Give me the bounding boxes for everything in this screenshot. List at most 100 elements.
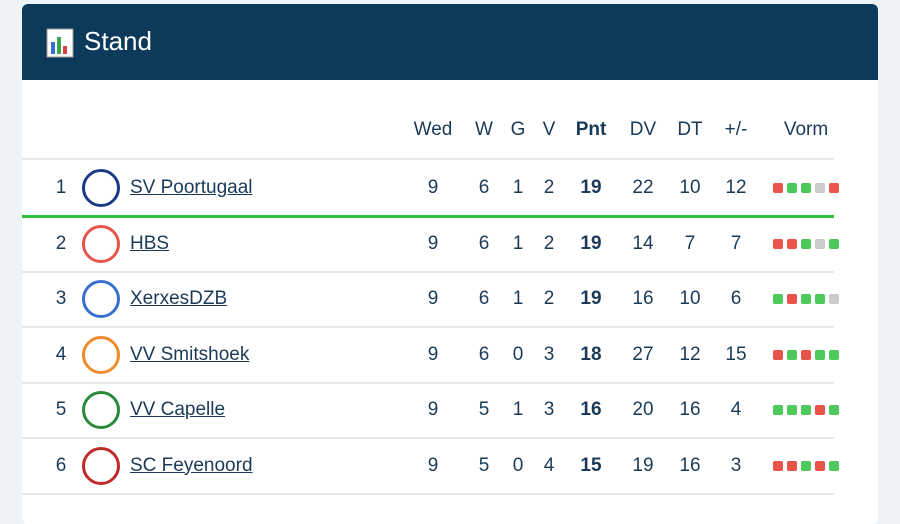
card-header: Stand bbox=[22, 4, 878, 80]
chart-icon bbox=[46, 28, 74, 58]
form-dot bbox=[815, 460, 825, 471]
column-header: Vorm bbox=[783, 119, 829, 140]
stat: 3 bbox=[543, 399, 555, 420]
stat: 0 bbox=[512, 454, 524, 476]
stat: 5 bbox=[478, 399, 490, 420]
form-dot bbox=[801, 238, 811, 249]
form-dot bbox=[787, 238, 797, 249]
stat: 12 bbox=[725, 177, 747, 198]
stat: 6 bbox=[478, 232, 490, 254]
form-dot bbox=[815, 349, 825, 360]
rank: 3 bbox=[55, 288, 67, 309]
form-dot bbox=[773, 460, 783, 471]
form-dot bbox=[787, 349, 797, 360]
form-dot bbox=[829, 183, 839, 193]
stat: 9 bbox=[427, 399, 439, 420]
form-dot bbox=[787, 294, 797, 304]
stat: 0 bbox=[512, 343, 524, 365]
team-link[interactable]: XerxesDZB bbox=[130, 288, 228, 309]
form-dot bbox=[815, 294, 825, 304]
team-link[interactable]: SC Feyenoord bbox=[130, 454, 253, 476]
stat: 4 bbox=[730, 399, 742, 420]
stat: 4 bbox=[543, 454, 555, 476]
stat: 19 bbox=[580, 288, 602, 309]
form-dot bbox=[815, 238, 825, 249]
stat: 18 bbox=[580, 343, 602, 365]
stat: 16 bbox=[679, 454, 701, 476]
team-logo bbox=[82, 335, 120, 374]
stat: 6 bbox=[478, 343, 490, 365]
stat: 16 bbox=[632, 288, 654, 309]
stat: 9 bbox=[427, 288, 439, 309]
form-dot bbox=[801, 294, 811, 304]
rank: 4 bbox=[55, 343, 67, 365]
team-logo bbox=[82, 169, 120, 207]
team-link[interactable]: VV Capelle bbox=[130, 399, 226, 420]
card-title: Stand bbox=[84, 26, 152, 56]
team-link[interactable]: VV Smitshoek bbox=[130, 343, 250, 365]
column-header: DV bbox=[629, 119, 657, 140]
team-logo bbox=[82, 446, 120, 485]
stat: 10 bbox=[679, 288, 701, 309]
row-divider bbox=[22, 381, 834, 384]
stat: 16 bbox=[679, 399, 701, 420]
stat: 7 bbox=[730, 232, 742, 254]
team-link[interactable]: HBS bbox=[130, 232, 170, 254]
column-header: V bbox=[542, 119, 556, 140]
team-logo bbox=[82, 280, 120, 318]
stat: 7 bbox=[684, 232, 696, 254]
stat: 20 bbox=[632, 399, 654, 420]
form-dot bbox=[773, 405, 783, 415]
rank: 5 bbox=[55, 399, 67, 420]
highlight-divider bbox=[22, 215, 834, 218]
stat: 15 bbox=[725, 343, 747, 365]
form-dot bbox=[801, 460, 811, 471]
form-dot bbox=[829, 238, 839, 249]
form-dot bbox=[815, 405, 825, 415]
team-logo bbox=[82, 224, 120, 263]
stat: 6 bbox=[478, 288, 490, 309]
stat: 9 bbox=[427, 343, 439, 365]
stat: 9 bbox=[427, 454, 439, 476]
form-dot bbox=[829, 294, 839, 304]
stat: 1 bbox=[512, 399, 524, 420]
form-dot bbox=[787, 460, 797, 471]
stat: 19 bbox=[580, 177, 602, 198]
form-dot bbox=[787, 405, 797, 415]
team-link[interactable]: SV Poortugaal bbox=[130, 177, 253, 198]
stat: 15 bbox=[580, 454, 602, 476]
form-dot bbox=[787, 183, 797, 193]
form-dot bbox=[801, 349, 811, 360]
stat: 12 bbox=[679, 343, 701, 365]
rank: 1 bbox=[55, 177, 67, 198]
form-dot bbox=[773, 183, 783, 193]
form-dot bbox=[773, 294, 783, 304]
stat: 3 bbox=[543, 343, 555, 365]
stat: 9 bbox=[427, 177, 439, 198]
form-dot bbox=[815, 183, 825, 193]
stat: 2 bbox=[543, 232, 555, 254]
column-header: +/- bbox=[724, 119, 748, 140]
stat: 1 bbox=[512, 288, 524, 309]
row-divider bbox=[22, 270, 834, 273]
stat: 5 bbox=[478, 454, 490, 476]
row-divider bbox=[22, 492, 834, 495]
stat: 1 bbox=[512, 232, 524, 254]
form-dot bbox=[773, 238, 783, 249]
column-header: Pnt bbox=[575, 119, 607, 140]
stat: 19 bbox=[580, 232, 602, 254]
page: Stand Wed W G V Pnt DV DT +/- Vorm 1 SV Poortugaal… bbox=[22, 4, 878, 524]
row-divider bbox=[22, 158, 834, 160]
column-header: DT bbox=[677, 119, 703, 140]
stat: 6 bbox=[478, 177, 490, 198]
form-dot bbox=[829, 460, 839, 471]
stat: 16 bbox=[580, 399, 602, 420]
column-header: W bbox=[475, 119, 493, 140]
stat: 3 bbox=[730, 454, 742, 476]
stat: 9 bbox=[427, 232, 439, 254]
column-header: Wed bbox=[413, 119, 453, 140]
form-dot bbox=[801, 183, 811, 193]
rank: 6 bbox=[55, 454, 67, 476]
stat: 10 bbox=[679, 177, 701, 198]
stat: 2 bbox=[543, 177, 555, 198]
